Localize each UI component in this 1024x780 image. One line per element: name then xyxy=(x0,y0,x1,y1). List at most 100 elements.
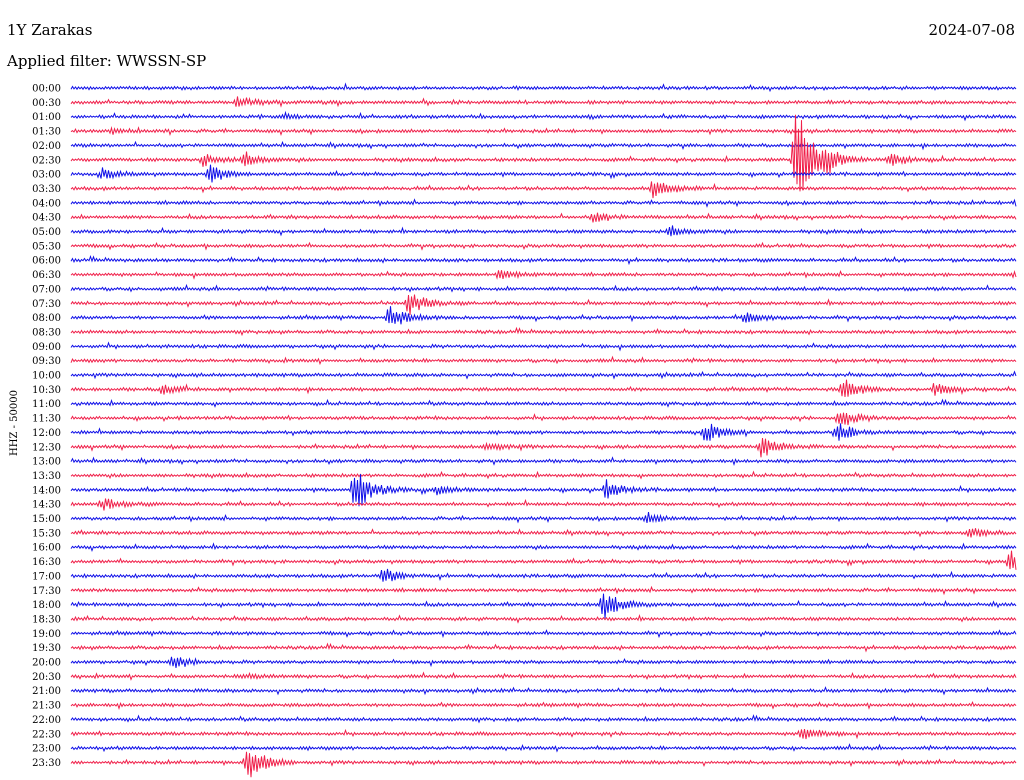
trace-row xyxy=(70,225,1017,237)
trace-row xyxy=(70,355,1017,366)
row-label: 23:00 xyxy=(32,744,61,755)
trace-row xyxy=(70,686,1017,696)
trace-row xyxy=(70,241,1017,251)
trace-row xyxy=(70,512,1017,524)
trace-row xyxy=(70,498,1017,511)
trace-row xyxy=(70,114,1017,192)
trace-row xyxy=(70,294,1017,315)
row-label: 08:00 xyxy=(32,313,61,324)
trace-row xyxy=(70,700,1017,711)
row-label: 06:00 xyxy=(32,256,61,267)
row-labels: 00:00 00:30 01:00 01:30 02:00 02:30 03:00 03:30… xyxy=(32,84,61,769)
row-label: 21:00 xyxy=(32,686,61,697)
trace-row xyxy=(70,110,1017,122)
trace-row xyxy=(70,470,1017,480)
trace-row xyxy=(70,341,1017,352)
filter-label: Applied filter: WWSSN-SP xyxy=(7,52,207,70)
row-label: 03:30 xyxy=(32,184,61,195)
trace-row xyxy=(70,728,1017,740)
row-label: 03:00 xyxy=(32,170,61,181)
row-label: 15:30 xyxy=(32,528,61,539)
trace-row xyxy=(70,474,1017,507)
trace-row xyxy=(70,269,1017,280)
trace-row xyxy=(70,751,1017,778)
trace-row xyxy=(70,613,1017,624)
row-label: 10:00 xyxy=(32,371,61,382)
trace-row xyxy=(70,593,1017,619)
trace-row xyxy=(70,379,1017,397)
row-label: 07:30 xyxy=(32,299,61,310)
row-label: 17:00 xyxy=(32,571,61,582)
row-label: 06:30 xyxy=(32,270,61,281)
row-label: 18:30 xyxy=(32,614,61,625)
trace-row xyxy=(70,82,1017,93)
row-label: 18:00 xyxy=(32,600,61,611)
row-label: 22:30 xyxy=(32,729,61,740)
trace-row xyxy=(70,423,1017,441)
row-label: 22:00 xyxy=(32,715,61,726)
trace-row xyxy=(70,306,1017,325)
row-label: 16:30 xyxy=(32,557,61,568)
row-label: 15:00 xyxy=(32,514,61,525)
row-label: 19:00 xyxy=(32,629,61,640)
row-label: 20:00 xyxy=(32,658,61,669)
row-label: 09:00 xyxy=(32,342,61,353)
row-label: 00:30 xyxy=(32,98,61,109)
trace-row xyxy=(70,438,1017,458)
trace-row xyxy=(70,550,1017,570)
row-label: 02:30 xyxy=(32,155,61,166)
row-label: 21:30 xyxy=(32,701,61,712)
y-axis-label: HHZ - 50000 xyxy=(9,390,20,456)
trace-row xyxy=(70,568,1017,582)
trace-row xyxy=(70,198,1017,208)
row-label: 09:30 xyxy=(32,356,61,367)
row-label: 01:00 xyxy=(32,112,61,123)
trace-row xyxy=(70,254,1017,266)
trace-row xyxy=(70,642,1017,653)
row-label: 05:30 xyxy=(32,241,61,252)
trace-row xyxy=(70,283,1017,293)
trace-row xyxy=(70,542,1017,553)
row-label: 23:30 xyxy=(32,758,61,769)
trace-row xyxy=(70,96,1017,108)
trace-row xyxy=(70,743,1017,753)
row-label: 10:30 xyxy=(32,385,61,396)
trace-lines xyxy=(70,82,1017,778)
row-label: 12:00 xyxy=(32,428,61,439)
row-label: 17:30 xyxy=(32,586,61,597)
row-label: 20:30 xyxy=(32,672,61,683)
row-label: 19:30 xyxy=(32,643,61,654)
trace-row xyxy=(70,181,1017,199)
station-title: 1Y Zarakas xyxy=(7,21,93,39)
trace-row xyxy=(70,140,1017,151)
row-label: 13:30 xyxy=(32,471,61,482)
row-label: 04:00 xyxy=(32,198,61,209)
trace-row xyxy=(70,412,1017,426)
row-label: 11:30 xyxy=(32,414,61,425)
row-label: 04:30 xyxy=(32,213,61,224)
trace-row xyxy=(70,456,1017,467)
row-label: 02:00 xyxy=(32,141,61,152)
trace-row xyxy=(70,629,1017,639)
trace-row xyxy=(70,528,1017,538)
row-label: 08:30 xyxy=(32,327,61,338)
row-label: 16:00 xyxy=(32,543,61,554)
trace-row xyxy=(70,326,1017,337)
row-label: 00:00 xyxy=(32,84,61,95)
row-label: 14:00 xyxy=(32,485,61,496)
row-label: 12:30 xyxy=(32,442,61,453)
row-label: 13:00 xyxy=(32,457,61,468)
trace-row xyxy=(70,398,1017,408)
date-label: 2024-07-08 xyxy=(928,21,1015,39)
row-label: 05:00 xyxy=(32,227,61,238)
row-label: 07:00 xyxy=(32,284,61,295)
row-label: 01:30 xyxy=(32,127,61,138)
row-label: 14:30 xyxy=(32,500,61,511)
trace-row xyxy=(70,671,1017,681)
trace-row xyxy=(70,164,1017,183)
trace-row xyxy=(70,585,1017,596)
trace-row xyxy=(70,212,1017,223)
row-label: 11:00 xyxy=(32,399,61,410)
trace-row xyxy=(70,656,1017,668)
